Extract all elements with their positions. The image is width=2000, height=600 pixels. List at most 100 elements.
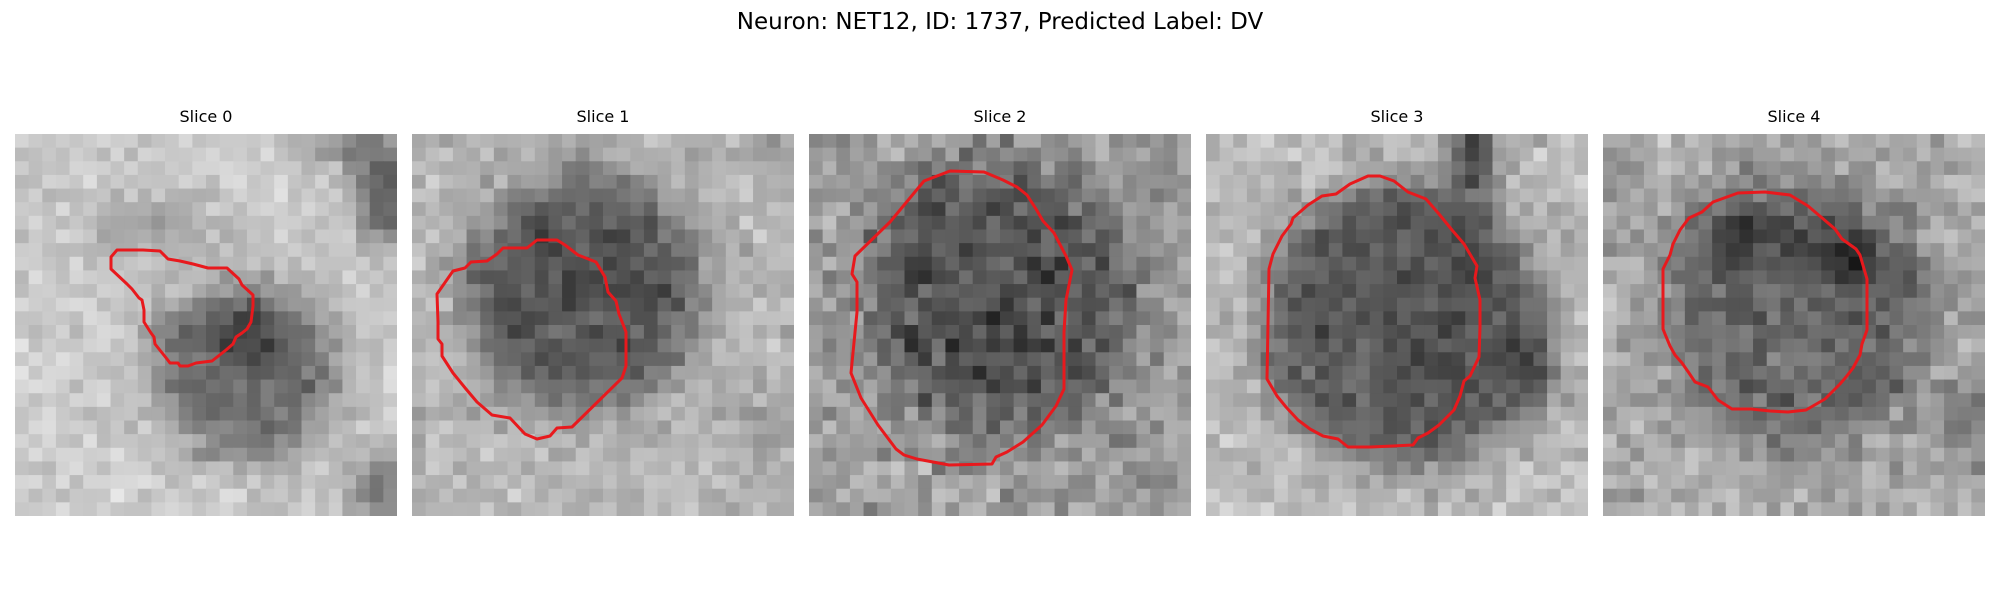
- pixel: [1451, 174, 1466, 190]
- pixel: [151, 379, 166, 394]
- pixel: [918, 338, 933, 353]
- pixel: [124, 202, 139, 217]
- pixel: [137, 229, 153, 244]
- pixel: [1478, 447, 1494, 463]
- pixel: [219, 434, 234, 449]
- pixel: [412, 420, 427, 435]
- pixel: [28, 202, 43, 217]
- pixel: [151, 352, 166, 367]
- pixel: [1560, 202, 1575, 217]
- pixel: [1753, 174, 1768, 190]
- pixel: [698, 188, 713, 203]
- pixel: [1739, 461, 1754, 476]
- pixel: [1519, 270, 1535, 285]
- pixel: [28, 393, 43, 408]
- pixel: [1616, 202, 1631, 217]
- pixel: [425, 229, 440, 244]
- pixel: [548, 338, 563, 353]
- pixel: [383, 297, 397, 312]
- pixel: [1712, 379, 1727, 394]
- pixel: [233, 406, 248, 422]
- pixel: [1944, 338, 1959, 353]
- pixel: [630, 406, 645, 422]
- pixel: [246, 393, 262, 408]
- pixel: [1616, 147, 1631, 162]
- pixel: [1821, 147, 1836, 162]
- pixel: [1451, 325, 1466, 340]
- pixel: [219, 352, 234, 367]
- pixel: [452, 461, 468, 476]
- pixel: [1766, 365, 1781, 381]
- pixel: [836, 393, 851, 408]
- pixel: [1342, 188, 1357, 203]
- pixel: [1684, 502, 1700, 516]
- pixel: [1342, 284, 1357, 299]
- pixel: [1206, 229, 1221, 244]
- pixel: [439, 461, 454, 476]
- pixel: [809, 297, 824, 312]
- pixel: [425, 488, 440, 503]
- pixel: [274, 447, 289, 463]
- pixel: [1630, 147, 1645, 162]
- pixel: [1712, 352, 1727, 367]
- pixel: [849, 434, 865, 449]
- pixel: [712, 243, 727, 258]
- pixel: [15, 174, 30, 190]
- pixel: [83, 461, 98, 476]
- pixel: [589, 352, 604, 367]
- pixel: [562, 134, 577, 149]
- pixel: [301, 174, 316, 190]
- pixel: [1109, 338, 1124, 353]
- pixel: [1301, 188, 1316, 203]
- pixel: [260, 352, 275, 367]
- pixel: [959, 229, 974, 244]
- pixel: [1246, 134, 1262, 149]
- pixel: [1233, 311, 1248, 326]
- pixel: [630, 202, 645, 217]
- pixel: [192, 502, 207, 516]
- pixel: [287, 297, 303, 312]
- pixel: [725, 243, 741, 258]
- pixel: [616, 475, 631, 490]
- pixel: [836, 461, 851, 476]
- pixel: [1794, 284, 1809, 299]
- pixel: [877, 488, 892, 503]
- pixel: [452, 134, 468, 149]
- pixel: [1397, 229, 1412, 244]
- pixel: [356, 475, 371, 490]
- pixel: [1274, 447, 1289, 463]
- pixel: [192, 434, 207, 449]
- pixel: [412, 202, 427, 217]
- pixel: [1492, 188, 1507, 203]
- pixel: [1712, 475, 1727, 490]
- pixel: [110, 338, 125, 353]
- pixel: [1821, 352, 1836, 367]
- pixel: [1410, 147, 1425, 162]
- pixel: [1766, 420, 1781, 435]
- pixel: [739, 379, 754, 394]
- pixel: [1903, 215, 1918, 231]
- pixel: [480, 502, 495, 516]
- pixel: [192, 188, 207, 203]
- pixel: [986, 188, 1001, 203]
- pixel: [1533, 393, 1548, 408]
- pixel: [959, 325, 974, 340]
- pixel: [1397, 256, 1412, 272]
- pixel: [1684, 434, 1700, 449]
- pixel: [425, 174, 440, 190]
- pixel: [1356, 434, 1371, 449]
- pixel: [766, 338, 781, 353]
- pixel: [1821, 475, 1836, 490]
- pixel: [1739, 243, 1754, 258]
- pixel: [480, 215, 495, 231]
- pixel: [1657, 502, 1672, 516]
- pixel: [1875, 147, 1891, 162]
- pixel: [809, 379, 824, 394]
- pixel: [42, 202, 57, 217]
- pixel: [507, 502, 522, 516]
- pixel: [1547, 297, 1562, 312]
- pixel: [1506, 420, 1521, 435]
- pixel: [28, 338, 43, 353]
- pixel: [918, 284, 933, 299]
- pixel: [260, 338, 275, 353]
